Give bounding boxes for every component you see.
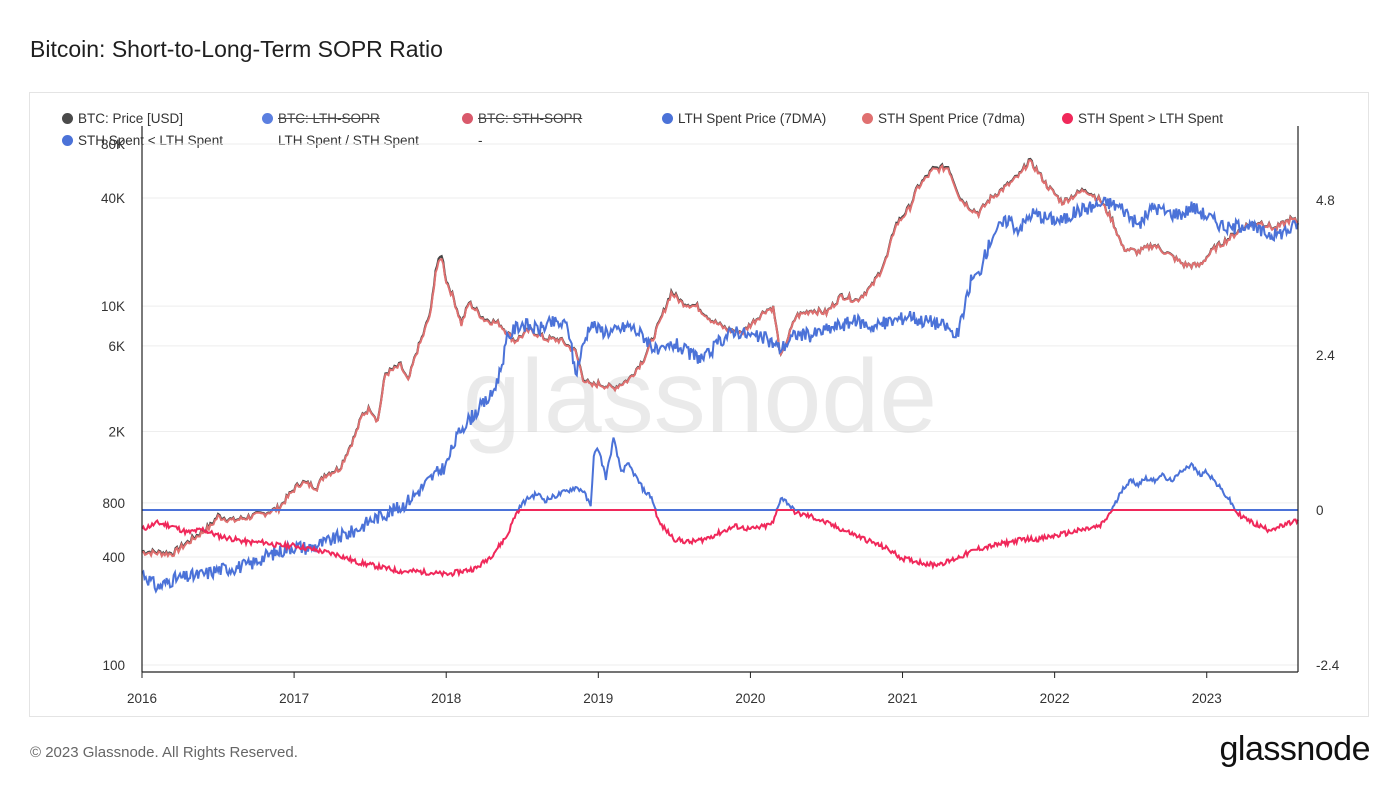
ratio-above-line <box>141 509 1299 579</box>
legend-item-sth-gt-lth[interactable]: STH Spent > LTH Spent <box>1062 111 1223 126</box>
legend-item-sth-sopr[interactable]: BTC: STH-SOPR <box>462 111 582 126</box>
y-left-tick-label: 400 <box>102 550 125 565</box>
legend-item-lth-sopr[interactable]: BTC: LTH-SOPR <box>262 111 380 126</box>
x-tick-label: 2020 <box>735 691 765 706</box>
copyright-footer: © 2023 Glassnode. All Rights Reserved. <box>30 744 298 761</box>
legend-dot-icon <box>662 113 673 124</box>
y-left-tick-label: 6K <box>108 339 125 354</box>
x-tick-label: 2017 <box>279 691 309 706</box>
legend-dot-icon <box>62 135 73 146</box>
y-right-tick-label: 2.4 <box>1316 348 1335 363</box>
legend-label: STH Spent Price (7dma) <box>878 111 1026 126</box>
y-right-tick-label: 0 <box>1316 503 1324 518</box>
x-tick-label: 2018 <box>431 691 461 706</box>
axes: 80K 40K 10K 6K 2K 800 400 100 4.8 2.4 0 -2.4 2016 201… <box>101 126 1340 706</box>
legend-dot-icon <box>862 113 873 124</box>
grid-lines <box>142 143 1298 666</box>
y-right-tick-label: -2.4 <box>1316 658 1340 673</box>
legend-label: BTC: LTH-SOPR <box>278 111 380 126</box>
chart-frame <box>29 92 1369 717</box>
series-group <box>141 157 1299 594</box>
y-left-tick-label: 2K <box>108 425 125 440</box>
y-left-tick-label: 40K <box>101 191 125 206</box>
legend-item-btc-price[interactable]: BTC: Price [USD] <box>62 111 183 126</box>
legend-label: BTC: Price [USD] <box>78 111 184 126</box>
legend-dot-icon <box>1062 113 1073 124</box>
brand-logo: glassnode <box>1219 730 1370 768</box>
y-left-tick-label: 800 <box>102 496 125 511</box>
y-left-tick-label: 100 <box>102 658 125 673</box>
chart-title: Bitcoin: Short-to-Long-Term SOPR Ratio <box>30 36 443 62</box>
y-left-tick-label: 10K <box>101 299 125 314</box>
ratio-below-line <box>142 437 1298 511</box>
x-tick-label: 2019 <box>583 691 613 706</box>
legend-label: - <box>478 133 483 148</box>
x-tick-label: 2022 <box>1040 691 1070 706</box>
lth-spent-price-line <box>141 196 1299 594</box>
legend-label: STH Spent > LTH Spent <box>1078 111 1223 126</box>
sth-spent-price-line <box>141 158 1299 559</box>
y-right-tick-label: 4.8 <box>1316 193 1335 208</box>
legend-item-lth-spent-price[interactable]: LTH Spent Price (7DMA) <box>662 111 826 126</box>
x-tick-label: 2023 <box>1192 691 1222 706</box>
legend-label: BTC: STH-SOPR <box>478 111 583 126</box>
legend-label: LTH Spent Price (7DMA) <box>678 111 827 126</box>
legend-dot-icon <box>62 113 73 124</box>
x-tick-label: 2016 <box>127 691 157 706</box>
legend-item-sth-spent-price[interactable]: STH Spent Price (7dma) <box>862 111 1025 126</box>
x-tick-label: 2021 <box>888 691 918 706</box>
legend-item-dash: - <box>478 133 483 148</box>
y-left-tick-label: 80K <box>101 137 125 152</box>
legend-dot-icon <box>462 113 473 124</box>
legend-dot-icon <box>262 113 273 124</box>
